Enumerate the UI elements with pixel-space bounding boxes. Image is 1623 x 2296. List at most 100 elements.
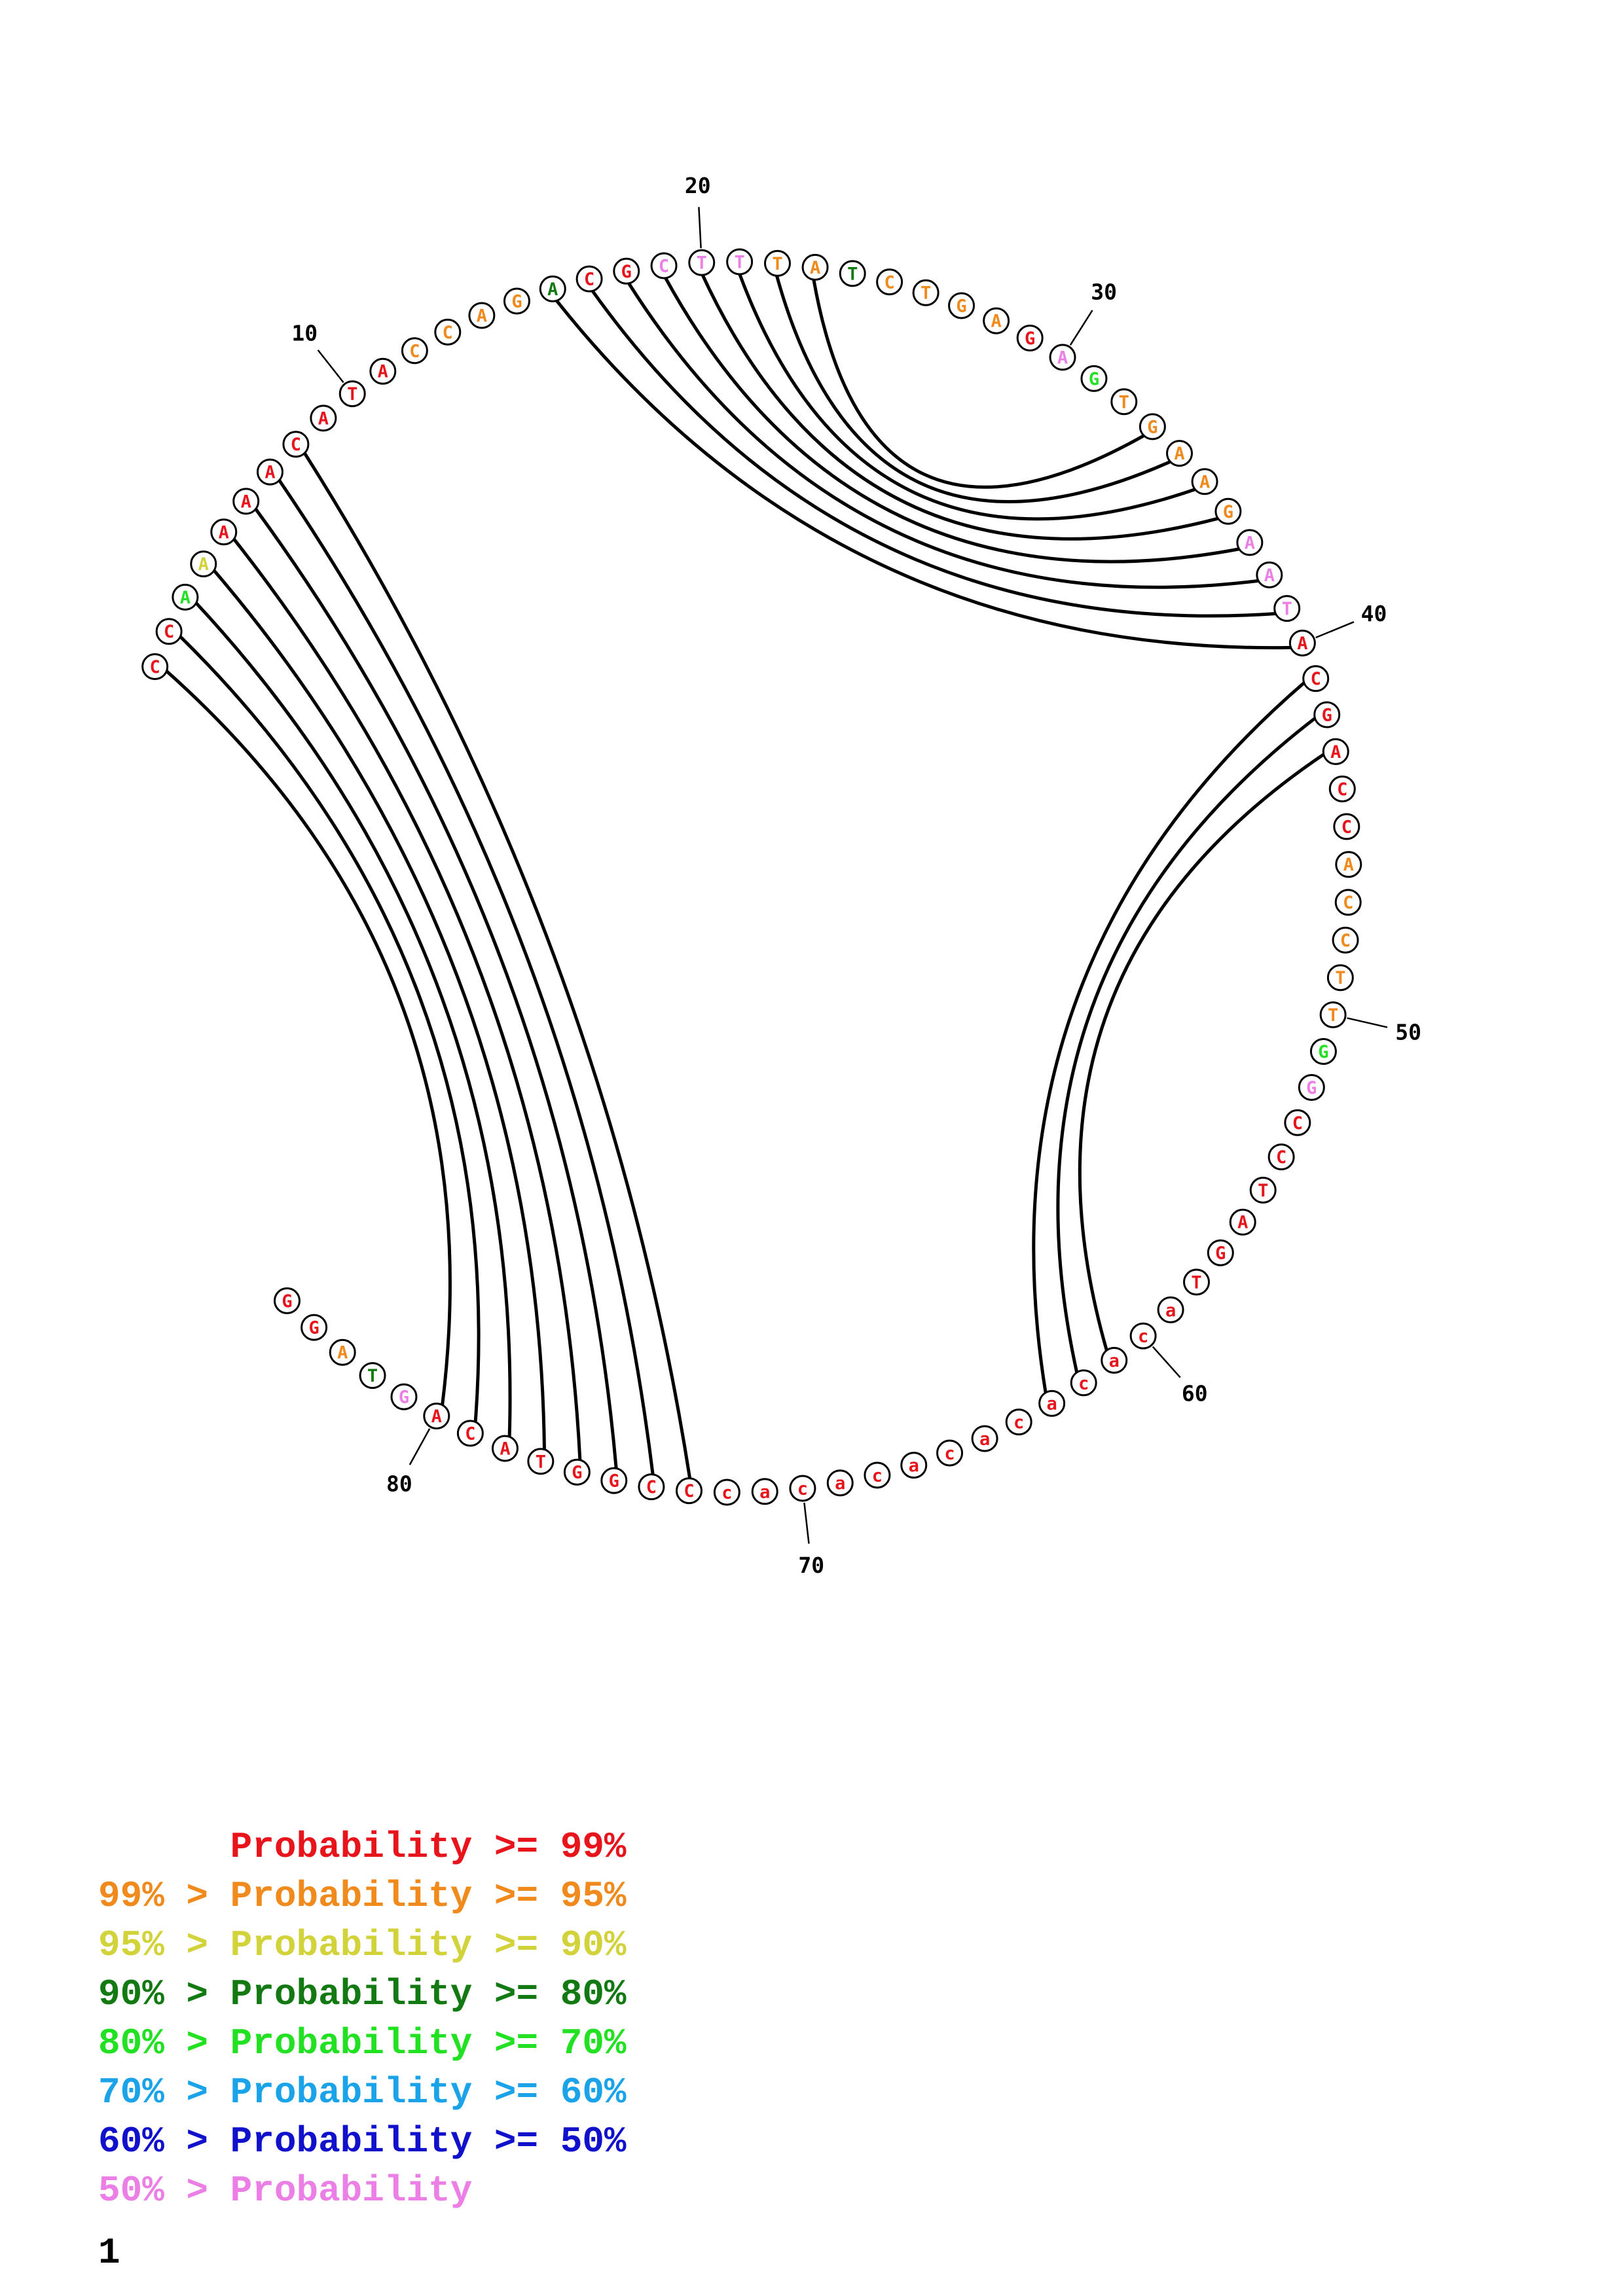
nucleotide: c [789,1475,816,1502]
position-tick [1347,1017,1388,1028]
nucleotide-circle [1309,1038,1337,1066]
base-pair-arc [164,669,452,1407]
nucleotide: T [1273,595,1301,622]
nucleotide-letter: a [759,1482,770,1502]
nucleotide: C [1328,775,1356,802]
legend-label: Probability >= 80% [230,1973,627,2015]
nucleotide-circle [1016,324,1044,351]
nucleotide: C [1302,665,1330,692]
nucleotide: A [172,583,199,611]
nucleotide-letter: C [465,1424,475,1444]
nucleotide-letter: T [735,253,745,273]
nucleotide-letter: C [164,622,174,642]
legend-row: 95% > Probability >= 90% [98,1921,627,1970]
nucleotide: C [1334,889,1362,916]
legend-prefix [98,1826,230,1868]
legend-label: Probability >= 70% [230,2022,627,2064]
nucleotide: G [600,1467,628,1494]
nucleotide-letter: C [1337,780,1347,800]
nucleotide: c [1005,1408,1032,1436]
legend-label: Probability >= 95% [230,1875,627,1917]
nucleotide-circle [401,337,428,365]
nucleotide: A [801,253,829,281]
nucleotide: C [1267,1143,1295,1171]
nucleotide: C [282,431,310,458]
nucleotide: A [468,302,496,329]
nucleotide: G [273,1287,301,1314]
nucleotide-letter: C [1343,893,1353,913]
nucleotide: A [1288,630,1316,657]
nucleotide-circle [563,1458,591,1486]
nucleotide-circle [948,292,976,319]
nucleotide: C [1284,1109,1311,1136]
nucleotide: a [1038,1390,1066,1417]
base-pair-arc [253,507,618,1469]
nucleotide-letter: c [1013,1412,1024,1433]
nucleotide: G [1207,1239,1234,1266]
nucleotide-letter: T [697,253,707,274]
nucleotide-circle [1191,468,1218,495]
nucleotide-circle [900,1452,928,1479]
nucleotide-circle [1267,1143,1295,1171]
nucleotide: T [527,1448,555,1475]
nucleotide-circle [1166,440,1194,467]
nucleotide: a [900,1452,928,1479]
base-pair-arc [1056,716,1317,1374]
nucleotide-circle [613,257,640,285]
nucleotide-circle [826,1469,854,1497]
nucleotide-circle [282,431,310,458]
nucleotide-letter: G [1306,1078,1317,1098]
nucleotide-circle [423,1403,450,1430]
nucleotide-letter: a [1109,1351,1120,1371]
nucleotide-letter: G [1223,502,1233,522]
legend-prefix: 80% > [98,2022,230,2064]
nucleotide-circle [1157,1296,1184,1323]
nucleotide-circle [468,302,496,329]
legend-row: 80% > Probability >= 70% [98,2019,627,2068]
nucleotide: T [1319,1001,1347,1029]
nucleotide: C [456,1420,484,1447]
nucleotide-circle [1334,889,1362,916]
base-pair-arcs [164,273,1326,1480]
nucleotide-circle [1101,1346,1128,1374]
nucleotide: A [983,307,1010,334]
nucleotide-letter: T [772,254,782,274]
nucleotide-letter: G [282,1291,292,1312]
nucleotide-letter: A [1343,855,1354,875]
nucleotide-letter: A [318,408,329,429]
nucleotide: C [876,268,903,296]
nucleotide-letter: G [511,292,522,312]
base-pair-arc [302,452,692,1480]
nucleotide-letter: a [1165,1300,1176,1321]
nucleotide: G [1139,413,1166,440]
nucleotide-letter: A [810,258,820,278]
nucleotide: T [1183,1268,1211,1296]
nucleotide-letter: G [1025,329,1035,349]
nucleotide: a [826,1469,854,1497]
nucleotide-letter: A [219,522,229,543]
base-pair-arc [627,281,1260,589]
nucleotide: c [936,1439,964,1467]
position-label: 10 [291,320,318,346]
nucleotide-letter: A [264,463,275,483]
nucleotide-letter: c [944,1443,955,1463]
position-label: 20 [685,173,711,198]
nucleotide: T [1326,964,1354,992]
nucleotide-circle [936,1439,964,1467]
nucleotide-letter: G [399,1388,409,1408]
nucleotide-letter: C [443,323,453,343]
nucleotide: T [726,248,754,276]
nucleotide-circle [503,287,530,315]
nucleotide-circle [688,249,716,276]
position-label: 80 [386,1471,412,1496]
nucleotide-letter: T [347,384,357,404]
nucleotide: c [1129,1322,1157,1350]
legend-label: Probability >= 50% [230,2121,627,2162]
nucleotide-letter: A [1264,565,1275,586]
nucleotide-circle [301,1314,328,1341]
nucleotide-letter: a [835,1473,845,1494]
nucleotide: C [141,653,169,681]
nucleotide-letter: G [308,1318,319,1338]
nucleotide-letter: G [609,1471,619,1492]
